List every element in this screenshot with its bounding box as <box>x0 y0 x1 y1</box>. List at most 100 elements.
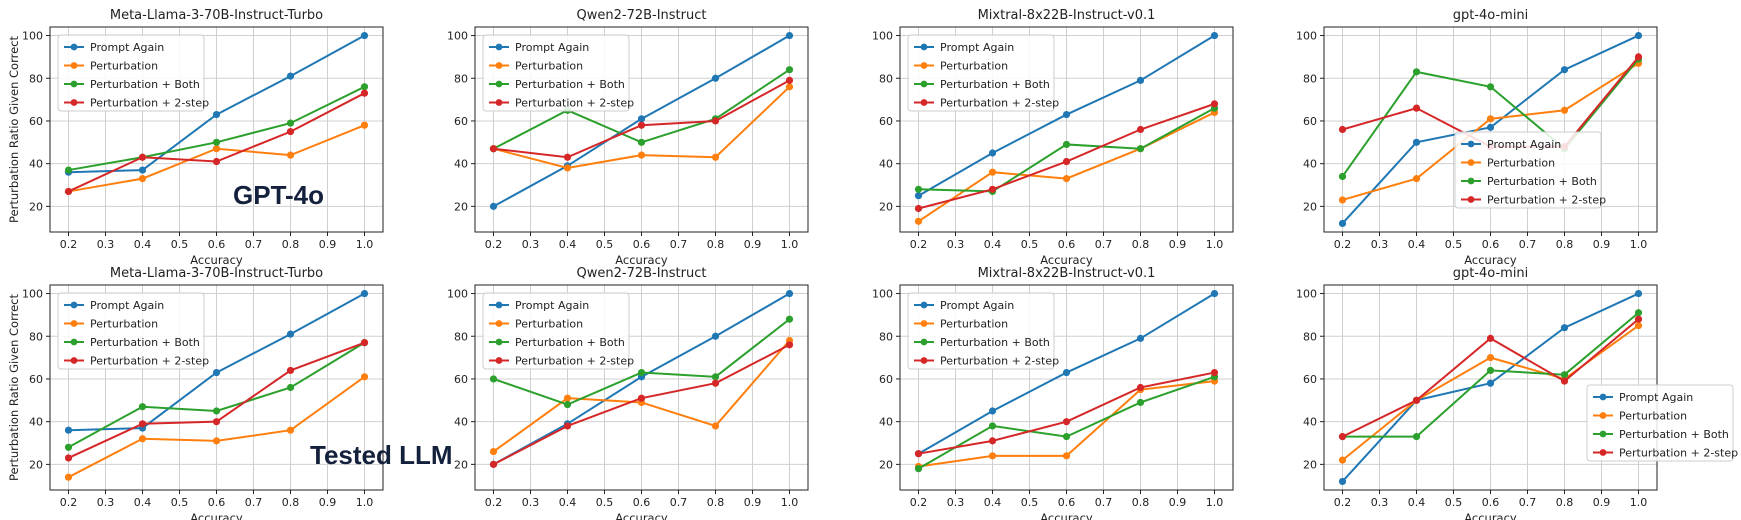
y-tick-label: 40 <box>879 416 893 429</box>
legend-label: Perturbation + 2-step <box>940 355 1059 368</box>
data-point <box>1486 83 1495 91</box>
legend-marker <box>920 43 928 51</box>
data-point <box>711 332 720 340</box>
legend-label: Prompt Again <box>90 41 164 54</box>
chart-panel: 0.2 0.3 0.4 0.5 0.6 0.7 0.8 0.9 1.0 20 40 60 80 100 Mi… <box>872 266 1234 520</box>
x-tick-label: 0.6 <box>1058 496 1076 509</box>
y-tick-label: 60 <box>454 373 468 386</box>
legend-label: Perturbation <box>1619 410 1687 423</box>
x-tick-label: 0.8 <box>1132 496 1150 509</box>
x-tick-label: 0.8 <box>1556 496 1574 509</box>
x-tick-label: 0.8 <box>282 238 300 251</box>
data-point <box>1210 368 1219 377</box>
y-tick-label: 80 <box>879 72 893 85</box>
data-point <box>1136 398 1145 407</box>
data-point <box>563 164 572 172</box>
y-tick-label: 40 <box>1303 158 1317 171</box>
legend-label: Prompt Again <box>515 299 589 312</box>
legend-label: Perturbation + 2-step <box>1619 447 1738 460</box>
legend-label: Perturbation <box>940 60 1008 73</box>
data-point <box>785 76 794 84</box>
x-tick-label: 0.2 <box>485 496 503 509</box>
x-tick-label: 1.0 <box>781 238 799 251</box>
data-point <box>360 373 369 381</box>
legend-box <box>57 292 205 370</box>
x-tick-label: 0.6 <box>633 238 651 251</box>
x-tick-label: 0.4 <box>1408 238 1426 251</box>
data-point <box>914 450 923 458</box>
data-point <box>1412 396 1421 404</box>
data-point <box>138 403 147 411</box>
data-point <box>1136 145 1145 153</box>
legend-marker <box>495 357 503 364</box>
x-axis-label: Accuracy <box>190 511 243 520</box>
x-tick-label: 0.7 <box>670 496 688 509</box>
data-point <box>1062 418 1071 426</box>
data-point <box>1560 371 1569 379</box>
chart-panel: 0.2 0.3 0.4 0.5 0.6 0.7 0.8 0.9 1.0 20 40 60 80 100 Me… <box>7 8 384 267</box>
data-point <box>286 128 295 136</box>
data-point <box>212 437 221 445</box>
x-tick-label: 0.3 <box>1371 496 1389 509</box>
legend-marker <box>70 301 78 309</box>
legend-marker <box>1599 412 1607 419</box>
legend-label: Prompt Again <box>940 299 1014 312</box>
x-tick-label: 1.0 <box>1206 238 1224 251</box>
x-tick-label: 0.5 <box>1021 238 1039 251</box>
legend: Prompt Again Perturbation Perturbation + B… <box>57 292 209 370</box>
y-tick-label: 20 <box>29 458 43 471</box>
data-point <box>711 153 720 161</box>
data-point <box>637 151 646 159</box>
chart-title: gpt-4o-mini <box>1453 266 1529 281</box>
data-point <box>489 460 498 468</box>
legend-box <box>1586 384 1734 462</box>
legend-marker <box>495 320 503 327</box>
x-tick-label: 0.2 <box>1334 238 1352 251</box>
chart-title: Meta-Llama-3-70B-Instruct-Turbo <box>110 8 323 23</box>
legend: Prompt Again Perturbation Perturbation + B… <box>482 34 634 112</box>
legend-marker <box>70 43 78 51</box>
legend-label: Perturbation + 2-step <box>90 97 209 110</box>
x-tick-label: 0.6 <box>208 496 226 509</box>
data-point <box>1412 104 1421 112</box>
data-point <box>1634 289 1643 298</box>
data-point <box>212 138 221 146</box>
legend-marker <box>1467 140 1475 148</box>
chart-panel: 0.2 0.3 0.4 0.5 0.6 0.7 0.8 0.9 1.0 20 40 60 80 100 Mi… <box>872 8 1234 267</box>
x-tick-label: 0.4 <box>984 496 1002 509</box>
data-point <box>360 89 369 97</box>
x-axis-label: Accuracy <box>1464 511 1517 520</box>
data-point <box>637 394 646 402</box>
x-tick-label: 0.6 <box>1482 238 1500 251</box>
data-point <box>1486 379 1495 387</box>
legend-label: Perturbation + Both <box>515 336 625 349</box>
x-tick-label: 0.3 <box>947 238 965 251</box>
data-point <box>637 138 646 146</box>
chart-panel: 0.2 0.3 0.4 0.5 0.6 0.7 0.8 0.9 1.0 20 40 60 80 100 gp… <box>1296 266 1738 520</box>
y-tick-label: 80 <box>29 330 43 343</box>
legend-label: Perturbation + Both <box>515 78 625 91</box>
data-point <box>785 66 794 74</box>
data-point <box>711 373 720 381</box>
x-tick-label: 0.9 <box>1169 496 1187 509</box>
data-point <box>563 394 572 402</box>
y-tick-label: 100 <box>447 30 468 43</box>
data-point <box>563 400 572 409</box>
data-point <box>64 473 73 481</box>
data-point <box>1136 334 1145 342</box>
x-axis-label: Accuracy <box>615 253 668 267</box>
y-tick-label: 100 <box>447 288 468 301</box>
data-point <box>711 117 720 125</box>
y-tick-label: 20 <box>879 458 893 471</box>
data-point <box>988 185 997 193</box>
data-point <box>711 422 720 430</box>
data-point <box>637 368 646 377</box>
data-point <box>1062 140 1071 149</box>
data-point <box>138 153 147 161</box>
data-point <box>1412 433 1421 441</box>
x-tick-label: 0.8 <box>282 496 300 509</box>
data-point <box>64 454 73 462</box>
x-tick-label: 0.4 <box>134 238 152 251</box>
data-point <box>1486 123 1495 131</box>
data-point <box>988 452 997 460</box>
